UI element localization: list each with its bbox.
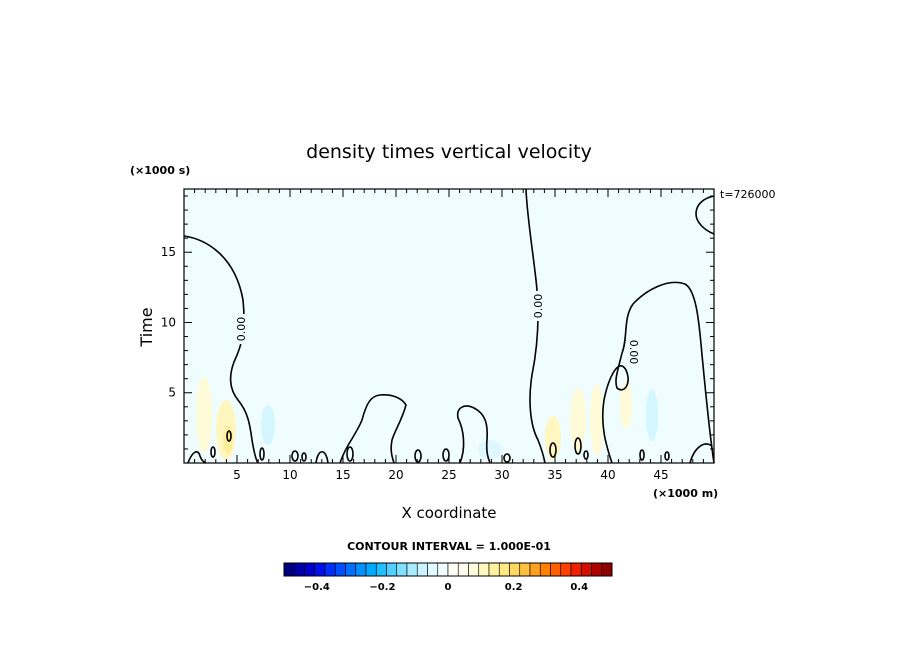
x-tick-label: 5	[233, 468, 241, 482]
contour-line-left	[183, 235, 259, 464]
chart-title: density times vertical velocity	[306, 141, 592, 163]
colorbar-swatch	[591, 562, 603, 577]
colorbar-swatch	[478, 562, 490, 577]
colorbar-swatch	[468, 562, 480, 577]
shaded-patches	[196, 377, 658, 460]
colorbar-tick-label: 0.4	[570, 582, 588, 593]
colorbar-swatch	[601, 562, 613, 577]
colorbar-swatch	[560, 562, 572, 577]
contour-line-right	[601, 281, 715, 464]
x-tick-label: 45	[653, 468, 668, 482]
y-axis-label: Time	[137, 307, 156, 347]
negative-patch	[646, 389, 658, 441]
positive-patch	[196, 377, 212, 453]
colorbar-swatch	[498, 562, 510, 577]
contour-small	[583, 450, 589, 460]
contour-small	[664, 451, 670, 461]
colorbar-swatch	[457, 562, 469, 577]
x-tick-label: 15	[335, 468, 350, 482]
contour-small	[346, 446, 354, 462]
x-axis-label: X coordinate	[401, 504, 496, 522]
colorbar-swatch	[406, 562, 418, 577]
colorbar-frame	[283, 562, 613, 577]
colorbar-tick-label: −0.4	[304, 582, 330, 593]
colorbar-labels: −0.4 −0.2 0 0.2 0.4	[304, 582, 588, 593]
contour-bump-18	[339, 394, 407, 464]
colorbar-swatch	[324, 562, 336, 577]
colorbar	[283, 562, 613, 577]
colorbar-swatch	[386, 562, 398, 577]
contour-label: 0.00	[627, 340, 640, 365]
contour-small	[315, 450, 329, 464]
contour-label: 0.00	[235, 317, 248, 342]
y-tick-label: 15	[161, 245, 176, 259]
x-tick-label: 35	[547, 468, 562, 482]
colorbar-swatch	[314, 562, 326, 577]
contour-small	[689, 443, 713, 464]
colorbar-swatch	[355, 562, 367, 577]
zero-contours	[183, 188, 715, 464]
colorbar-swatch	[529, 562, 541, 577]
contour-line-center	[525, 188, 546, 464]
colorbar-swatch	[539, 562, 551, 577]
colorbar-swatch	[447, 562, 459, 577]
x-tick-label: 10	[282, 468, 297, 482]
contour-small	[226, 430, 232, 442]
contour-small	[259, 447, 265, 461]
plot-area: 0.00 0.00 0.00 5 10 15 20 25 30 35 40 45 5 10 15	[161, 188, 715, 482]
colorbar-swatch	[416, 562, 428, 577]
contour-small	[639, 449, 645, 461]
colorbar-swatch	[365, 562, 377, 577]
x-tick-label: 30	[494, 468, 509, 482]
colorbar-swatch	[375, 562, 387, 577]
positive-patch	[570, 388, 586, 452]
x-tick-labels: 5 10 15 20 25 30 35 40 45	[233, 468, 668, 482]
contour-small	[301, 452, 307, 462]
y-tick-label: 10	[161, 315, 176, 329]
colorbar-swatch	[293, 562, 305, 577]
colorbar-swatch	[509, 562, 521, 577]
negative-patch	[478, 440, 502, 460]
colorbar-swatch	[427, 562, 439, 577]
contour-small	[503, 453, 511, 463]
negative-patch	[261, 405, 275, 445]
colorbar-swatch	[304, 562, 316, 577]
colorbar-swatch	[396, 562, 408, 577]
colorbar-swatch	[283, 562, 295, 577]
contour-small	[414, 449, 422, 463]
colorbar-swatch	[334, 562, 346, 577]
x-tick-label: 40	[600, 468, 615, 482]
contour-line-top-right	[695, 195, 715, 235]
contour-interval-text: CONTOUR INTERVAL = 1.000E-01	[347, 540, 551, 553]
time-stamp: t=726000	[720, 188, 776, 201]
contour-bump-26	[456, 405, 491, 464]
x-tick-label: 25	[441, 468, 456, 482]
axis-ticks	[184, 189, 714, 463]
contour-small	[210, 446, 216, 458]
x-tick-label: 20	[388, 468, 403, 482]
contour-small	[549, 442, 557, 458]
contour-small	[574, 437, 582, 455]
positive-patch	[590, 384, 604, 456]
contour-label: 0.00	[532, 294, 545, 319]
contour-labels: 0.00 0.00 0.00	[235, 291, 640, 367]
colorbar-swatch	[570, 562, 582, 577]
positive-patch	[545, 416, 561, 460]
colorbar-tick-label: 0.2	[505, 582, 523, 593]
colorbar-swatch	[519, 562, 531, 577]
x-unit-label: (×1000 m)	[653, 487, 718, 500]
colorbar-swatch	[550, 562, 562, 577]
colorbar-swatch	[488, 562, 500, 577]
colorbar-tick-label: −0.2	[369, 582, 395, 593]
colorbar-tick-label: 0	[445, 582, 452, 593]
colorbar-swatch	[345, 562, 357, 577]
colorbar-swatch	[580, 562, 592, 577]
y-unit-label: (×1000 s)	[130, 164, 190, 177]
colorbar-swatch	[437, 562, 449, 577]
positive-patch	[620, 381, 632, 429]
y-tick-labels: 5 10 15	[161, 245, 176, 400]
contour-small	[291, 450, 299, 462]
y-tick-label: 5	[168, 386, 176, 400]
